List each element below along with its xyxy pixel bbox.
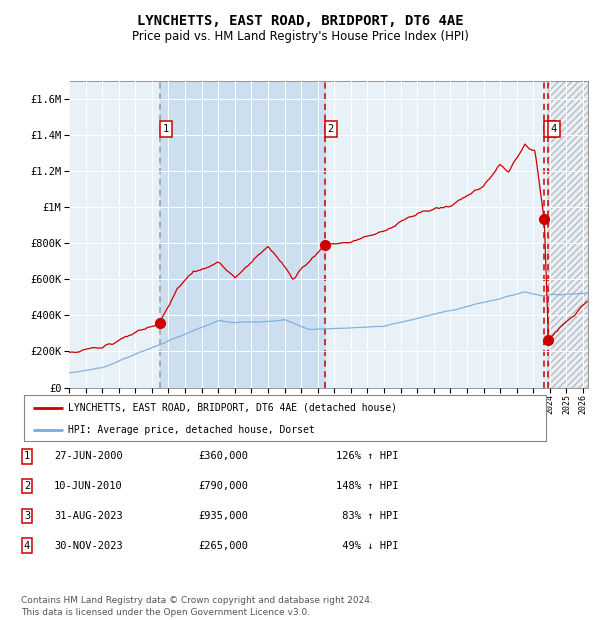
Text: 30-NOV-2023: 30-NOV-2023 xyxy=(54,541,123,551)
Text: HPI: Average price, detached house, Dorset: HPI: Average price, detached house, Dors… xyxy=(68,425,315,435)
Text: 10-JUN-2010: 10-JUN-2010 xyxy=(54,481,123,491)
Text: 4: 4 xyxy=(24,541,30,551)
Text: 4: 4 xyxy=(551,125,557,135)
Text: 31-AUG-2023: 31-AUG-2023 xyxy=(54,511,123,521)
Bar xyxy=(548,81,588,388)
Text: 27-JUN-2000: 27-JUN-2000 xyxy=(54,451,123,461)
Text: £790,000: £790,000 xyxy=(198,481,248,491)
Bar xyxy=(160,81,325,388)
Text: 2: 2 xyxy=(328,125,334,135)
Text: Contains HM Land Registry data © Crown copyright and database right 2024.
This d: Contains HM Land Registry data © Crown c… xyxy=(21,596,373,617)
Text: 148% ↑ HPI: 148% ↑ HPI xyxy=(336,481,398,491)
Text: LYNCHETTS, EAST ROAD, BRIDPORT, DT6 4AE (detached house): LYNCHETTS, EAST ROAD, BRIDPORT, DT6 4AE … xyxy=(68,403,397,413)
Text: 1: 1 xyxy=(24,451,30,461)
Text: £360,000: £360,000 xyxy=(198,451,248,461)
Bar xyxy=(548,81,588,388)
Text: 3: 3 xyxy=(24,511,30,521)
Text: Price paid vs. HM Land Registry's House Price Index (HPI): Price paid vs. HM Land Registry's House … xyxy=(131,30,469,43)
Text: 1: 1 xyxy=(163,125,169,135)
Text: 126% ↑ HPI: 126% ↑ HPI xyxy=(336,451,398,461)
Text: £265,000: £265,000 xyxy=(198,541,248,551)
Text: £935,000: £935,000 xyxy=(198,511,248,521)
Text: 3: 3 xyxy=(547,125,553,135)
Text: 2: 2 xyxy=(24,481,30,491)
Text: LYNCHETTS, EAST ROAD, BRIDPORT, DT6 4AE: LYNCHETTS, EAST ROAD, BRIDPORT, DT6 4AE xyxy=(137,14,463,28)
Text: 83% ↑ HPI: 83% ↑ HPI xyxy=(336,511,398,521)
Text: 49% ↓ HPI: 49% ↓ HPI xyxy=(336,541,398,551)
